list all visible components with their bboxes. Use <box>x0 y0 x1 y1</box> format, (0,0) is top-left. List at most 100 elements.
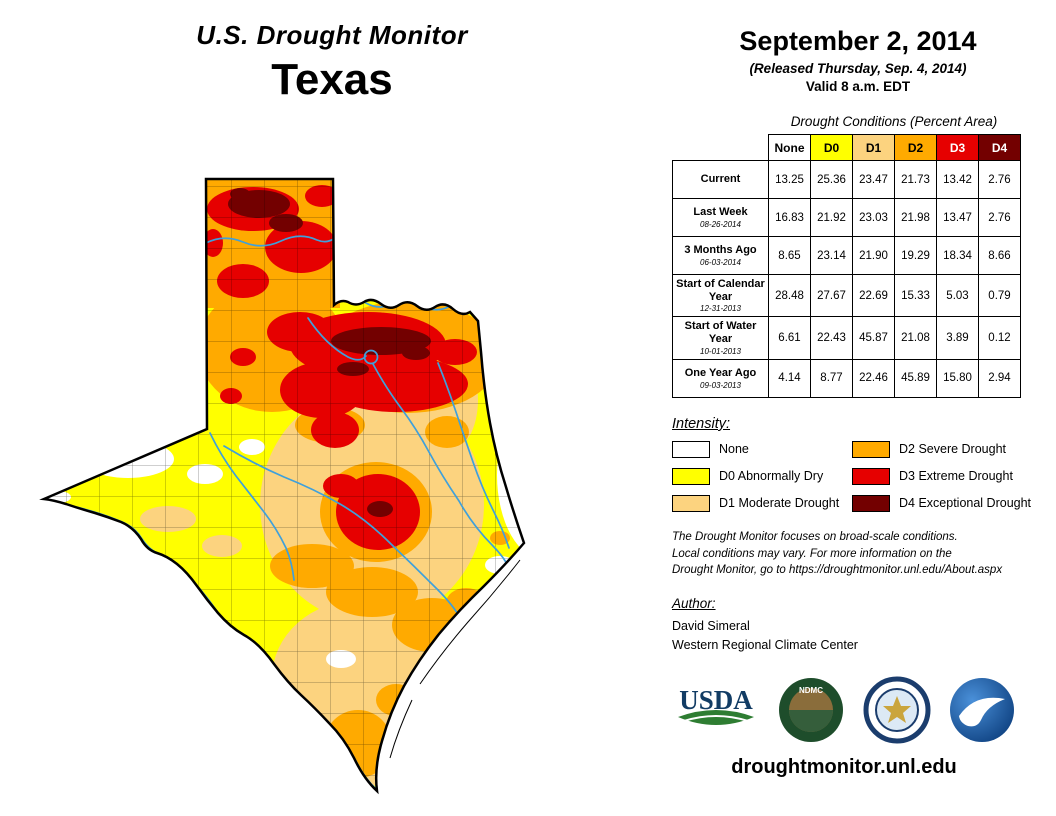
info-panel: September 2, 2014 (Released Thursday, Se… <box>664 0 1052 779</box>
none-swatch <box>672 440 710 458</box>
author-organization: Western Regional Climate Center <box>672 638 858 653</box>
d3-swatch <box>852 467 890 485</box>
row-date: 08-26-2014 <box>700 219 741 229</box>
drought-conditions-table: None D0 D1 D2 D3 D4 Current 13.25 25.36 … <box>672 134 1021 398</box>
value-cell: 23.47 <box>852 160 895 199</box>
column-header-d2: D2 <box>894 134 937 161</box>
brazos-river-lower <box>372 363 513 575</box>
legend-label: D4 Exceptional Drought <box>899 496 1032 511</box>
value-cell: 21.98 <box>894 198 937 237</box>
row-date: 12-31-2013 <box>700 304 741 314</box>
row-date: 09-03-2013 <box>700 380 741 390</box>
legend-title: Intensity: <box>672 415 731 432</box>
lake-icon <box>363 349 379 365</box>
author-name: David Simeral <box>672 618 750 633</box>
value-cell: 21.90 <box>852 236 895 275</box>
row-label: Last Week <box>693 206 748 219</box>
ndmc-logo: NDMC <box>777 676 845 744</box>
row-label: 3 Months Ago <box>684 244 757 257</box>
value-cell: 23.14 <box>810 236 853 275</box>
legend-item-none: None <box>672 440 852 458</box>
sabine-river <box>493 339 515 419</box>
title-block: U.S. Drought Monitor Texas <box>0 20 664 105</box>
ndmc-logo-text: NDMC <box>799 686 823 695</box>
drought-layers <box>44 179 524 791</box>
disclaimer-line: Local conditions may vary. For more info… <box>672 547 952 560</box>
value-cell: 13.42 <box>936 160 979 199</box>
usda-logo: USDA <box>672 681 760 739</box>
table-row: Start of Water Year 10-01-2013 6.61 22.4… <box>672 316 1021 360</box>
table-row: 3 Months Ago 06-03-2014 8.65 23.14 21.90… <box>672 236 1021 275</box>
value-cell: 18.34 <box>936 236 979 275</box>
value-cell: 22.69 <box>852 273 895 318</box>
value-cell: 8.77 <box>810 358 853 398</box>
row-label: One Year Ago <box>684 367 757 380</box>
value-cell: 27.67 <box>810 273 853 318</box>
value-cell: 15.33 <box>894 273 937 318</box>
value-cell: 2.94 <box>978 358 1021 398</box>
column-header-none: None <box>768 134 811 161</box>
row-header: Current <box>672 160 769 199</box>
region-title: Texas <box>271 55 393 104</box>
value-cell: 19.29 <box>894 236 937 275</box>
site-url: droughtmonitor.unl.edu <box>731 755 957 778</box>
row-label: Start of Calendar Year <box>676 278 765 303</box>
legend-label: None <box>719 442 749 457</box>
noaa-logo <box>948 676 1016 744</box>
texas-drought-map <box>0 150 680 816</box>
row-header: Start of Calendar Year 12-31-2013 <box>672 273 769 318</box>
row-header: 3 Months Ago 06-03-2014 <box>672 236 769 275</box>
state-outline <box>39 177 526 795</box>
value-cell: 16.83 <box>768 198 811 237</box>
value-cell: 45.89 <box>894 358 937 398</box>
noaa-gull-icon <box>958 697 1005 727</box>
value-cell: 0.79 <box>978 273 1021 318</box>
column-header-d1: D1 <box>852 134 895 161</box>
value-cell: 3.89 <box>936 316 979 360</box>
d2-swatch <box>852 440 890 458</box>
usda-swoosh-icon <box>678 709 754 725</box>
row-label: Current <box>700 172 741 185</box>
column-header-d0: D0 <box>810 134 853 161</box>
barrier-island-south <box>389 699 413 759</box>
value-cell: 25.36 <box>810 160 853 199</box>
row-header: Last Week 08-26-2014 <box>672 198 769 237</box>
legend-label: D3 Extreme Drought <box>899 469 1013 484</box>
map-date: September 2, 2014 <box>739 26 977 56</box>
legend-item-d2: D2 Severe Drought <box>852 440 1052 458</box>
row-date: 06-03-2014 <box>700 257 741 267</box>
disclaimer-line: The Drought Monitor focuses on broad-sca… <box>672 530 958 543</box>
barrier-island <box>419 559 521 685</box>
table-row: One Year Ago 09-03-2013 4.14 8.77 22.46 … <box>672 358 1021 398</box>
drought-map-svg <box>39 177 526 795</box>
legend-item-d0: D0 Abnormally Dry <box>672 467 852 485</box>
row-header: One Year Ago 09-03-2013 <box>672 358 769 398</box>
d4-swatch <box>852 494 890 512</box>
d0-swatch <box>672 467 710 485</box>
value-cell: 8.66 <box>978 236 1021 275</box>
disclaimer: The Drought Monitor focuses on broad-sca… <box>672 529 1052 579</box>
row-label: Start of Water Year <box>684 320 757 346</box>
legend-item-d4: D4 Exceptional Drought <box>852 494 1052 512</box>
column-header-d3: D3 <box>936 134 979 161</box>
brazos-river-upper <box>307 317 367 361</box>
valid-time: Valid 8 a.m. EDT <box>805 79 911 94</box>
table-header-row: None D0 D1 D2 D3 D4 <box>672 134 1021 161</box>
value-cell: 2.76 <box>978 198 1021 237</box>
value-cell: 13.47 <box>936 198 979 237</box>
value-cell: 0.12 <box>978 316 1021 360</box>
usda-logo-text: USDA <box>679 685 753 715</box>
value-cell: 21.92 <box>810 198 853 237</box>
d1-swatch <box>672 494 710 512</box>
value-cell: 21.08 <box>894 316 937 360</box>
value-cell: 45.87 <box>852 316 895 360</box>
value-cell: 8.65 <box>768 236 811 275</box>
colorado-river <box>223 445 462 620</box>
value-cell: 22.43 <box>810 316 853 360</box>
legend-label: D2 Severe Drought <box>899 442 1007 457</box>
date-block: September 2, 2014 (Released Thursday, Se… <box>664 26 1052 94</box>
value-cell: 13.25 <box>768 160 811 199</box>
legend-label: D0 Abnormally Dry <box>719 469 824 484</box>
county-grid <box>44 179 524 791</box>
